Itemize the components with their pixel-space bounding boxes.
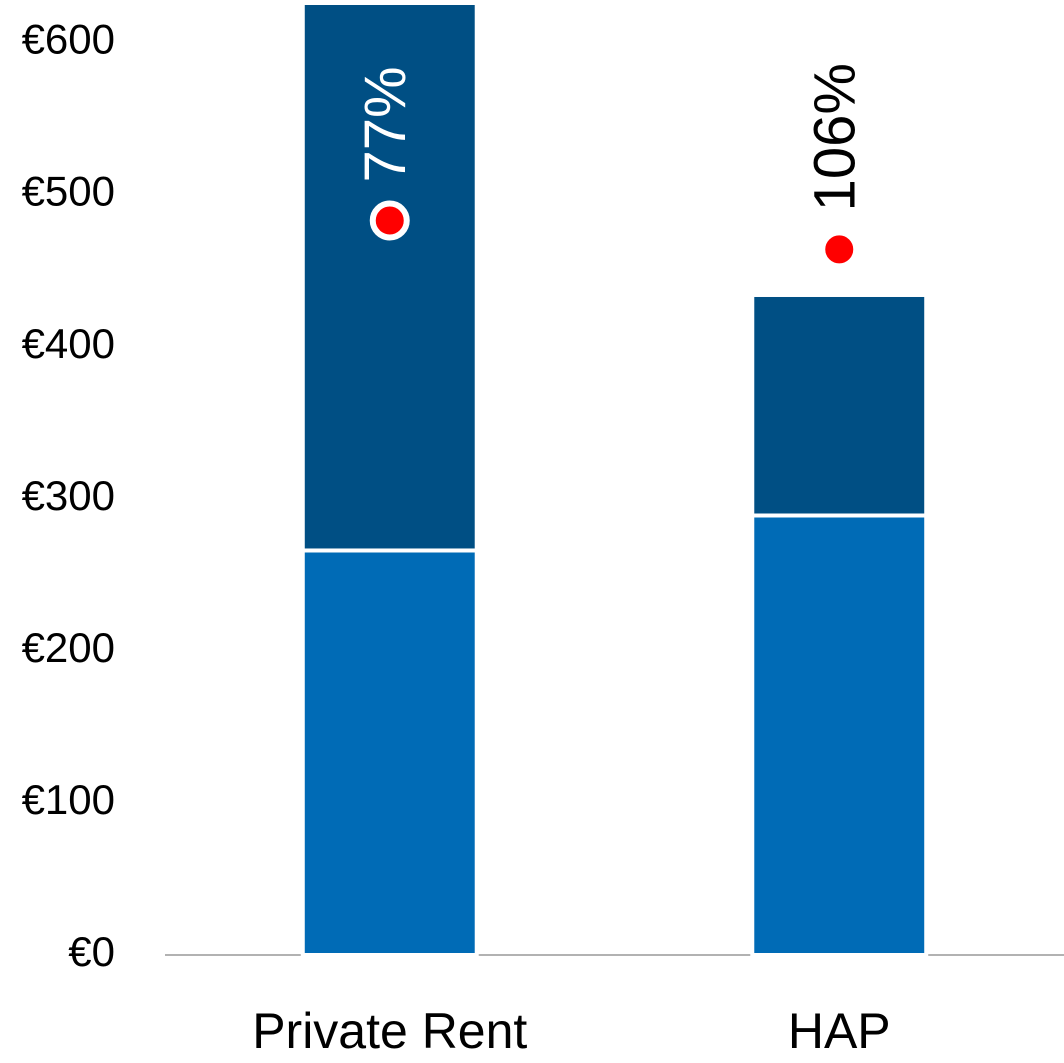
y-tick-label: €100 xyxy=(22,776,115,823)
x-tick-label: Private Rent xyxy=(252,1003,527,1059)
bar-segment xyxy=(300,548,479,957)
bar-segment xyxy=(750,292,929,518)
annotation: 106% xyxy=(803,63,868,211)
marker xyxy=(369,200,410,241)
bar-segment xyxy=(300,1,479,553)
y-tick-label: €300 xyxy=(22,472,115,519)
y-tick-label: €600 xyxy=(22,16,115,63)
x-tick-label: HAP xyxy=(788,1003,891,1059)
bar-segment xyxy=(750,513,929,957)
y-tick-label: €0 xyxy=(68,928,115,975)
y-tick-label: €200 xyxy=(22,624,115,671)
marker xyxy=(819,229,860,270)
y-tick-label: €500 xyxy=(22,168,115,215)
annotation: 77% xyxy=(353,66,418,182)
y-tick-label: €400 xyxy=(22,320,115,367)
